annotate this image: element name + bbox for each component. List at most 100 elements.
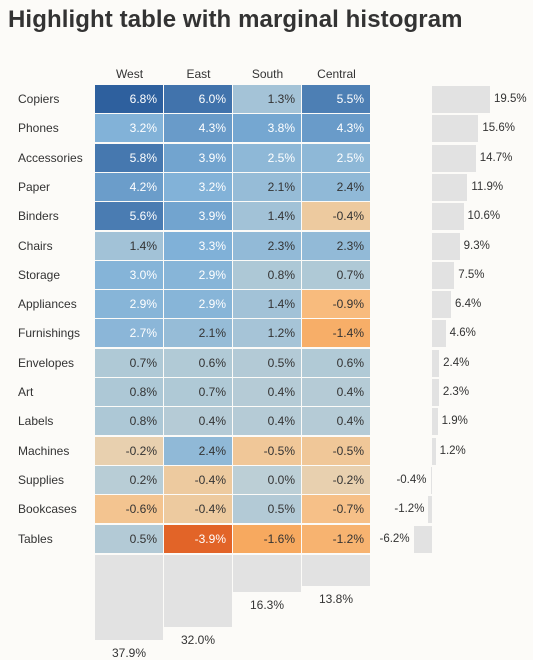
row-total-label-accessories: 14.7%	[479, 151, 513, 164]
row-total-label-envelopes: 2.4%	[443, 356, 470, 369]
cell-phones-east: 4.3%	[164, 114, 232, 143]
row-total-bar-copiers	[432, 86, 490, 113]
row-total-bar-labels	[432, 408, 438, 436]
row-total-label-labels: 1.9%	[441, 415, 468, 428]
row-label-accessories: Accessories	[18, 150, 83, 165]
row-total-bar-storage	[432, 261, 455, 289]
row-total-label-copiers: 19.5%	[494, 93, 527, 105]
row-total-bar-phones	[432, 115, 479, 143]
cell-accessories-west: 5.8%	[95, 143, 163, 172]
cell-envelopes-west: 0.7%	[95, 348, 163, 377]
row-total-label-phones: 15.6%	[482, 122, 515, 135]
cell-storage-south: 0.8%	[233, 260, 301, 289]
cell-machines-south: -0.5%	[233, 436, 301, 465]
chart-title: Highlight table with marginal histogram	[8, 6, 463, 33]
cell-tables-east: -3.9%	[164, 524, 232, 553]
cell-accessories-central: 2.5%	[302, 143, 370, 172]
row-label-furnishings: Furnishings	[18, 326, 81, 341]
row-label-envelopes: Envelopes	[18, 355, 75, 370]
column-header-east: East	[186, 67, 211, 81]
cell-binders-west: 5.6%	[95, 202, 163, 231]
row-total-bar-art	[432, 379, 439, 406]
row-label-copiers: Copiers	[18, 92, 60, 106]
row-total-label-paper: 11.9%	[471, 180, 504, 193]
column-total-bar-west	[95, 555, 163, 640]
column-total-bar-east	[164, 555, 232, 627]
row-label-bookcases: Bookcases	[18, 502, 77, 517]
row-label-machines: Machines	[18, 443, 70, 458]
cell-tables-south: -1.6%	[233, 524, 301, 553]
cell-envelopes-east: 0.6%	[164, 348, 232, 377]
cell-copiers-west: 6.8%	[95, 85, 163, 113]
cell-phones-west: 3.2%	[95, 114, 163, 143]
column-total-label-central: 13.8%	[318, 591, 354, 606]
cell-storage-west: 3.0%	[95, 260, 163, 289]
row-label-labels: Labels	[18, 414, 54, 429]
row-label-storage: Storage	[18, 267, 61, 282]
row-total-bar-furnishings	[432, 320, 446, 348]
cell-furnishings-east: 2.1%	[164, 319, 232, 348]
cell-bookcases-east: -0.4%	[164, 495, 232, 524]
cell-chairs-central: 2.3%	[302, 231, 370, 260]
cell-paper-east: 3.2%	[164, 172, 232, 201]
cell-chairs-east: 3.3%	[164, 231, 232, 260]
cell-envelopes-south: 0.5%	[233, 348, 301, 377]
cell-labels-central: 0.4%	[302, 407, 370, 436]
cell-furnishings-west: 2.7%	[95, 319, 163, 348]
cell-labels-south: 0.4%	[233, 407, 301, 436]
row-label-paper: Paper	[18, 179, 51, 194]
column-total-bar-south	[233, 555, 301, 592]
cell-binders-south: 1.4%	[233, 202, 301, 231]
row-total-bar-supplies	[430, 466, 432, 494]
cell-art-central: 0.4%	[302, 378, 370, 406]
row-total-bar-envelopes	[432, 349, 440, 377]
cell-appliances-west: 2.9%	[95, 290, 163, 319]
row-label-chairs: Chairs	[18, 238, 53, 253]
cell-bookcases-west: -0.6%	[95, 495, 163, 524]
row-label-binders: Binders	[18, 209, 59, 224]
cell-labels-west: 0.8%	[95, 407, 163, 436]
cell-phones-central: 4.3%	[302, 114, 370, 143]
cell-copiers-south: 1.3%	[233, 85, 301, 113]
row-total-label-storage: 7.5%	[458, 268, 485, 281]
row-label-appliances: Appliances	[18, 297, 77, 312]
cell-copiers-central: 5.5%	[302, 85, 370, 113]
cell-binders-central: -0.4%	[302, 202, 370, 231]
cell-copiers-east: 6.0%	[164, 85, 232, 113]
cell-accessories-south: 2.5%	[233, 143, 301, 172]
cell-paper-central: 2.4%	[302, 172, 370, 201]
row-total-bar-appliances	[432, 291, 452, 319]
cell-envelopes-central: 0.6%	[302, 348, 370, 377]
cell-bookcases-south: 0.5%	[233, 495, 301, 524]
row-total-bar-accessories	[432, 144, 476, 172]
column-total-label-south: 16.3%	[249, 597, 285, 612]
row-total-bar-chairs	[432, 232, 460, 260]
row-total-label-furnishings: 4.6%	[449, 327, 476, 340]
cell-storage-central: 0.7%	[302, 260, 370, 289]
row-label-supplies: Supplies	[18, 472, 65, 487]
cell-storage-east: 2.9%	[164, 260, 232, 289]
cell-appliances-east: 2.9%	[164, 290, 232, 319]
row-total-bar-binders	[432, 203, 464, 231]
row-total-label-machines: 1.2%	[439, 444, 466, 457]
cell-chairs-west: 1.4%	[95, 231, 163, 260]
cell-machines-central: -0.5%	[302, 436, 370, 465]
row-total-label-appliances: 6.4%	[455, 298, 482, 311]
cell-tables-central: -1.2%	[302, 524, 370, 553]
row-total-label-binders: 10.6%	[467, 210, 501, 223]
cell-paper-west: 4.2%	[95, 172, 163, 201]
column-header-central: Central	[317, 67, 356, 81]
row-label-phones: Phones	[18, 121, 59, 136]
row-label-tables: Tables	[18, 531, 53, 546]
column-total-bar-central	[302, 555, 370, 586]
row-total-label-supplies: -0.4%	[396, 473, 427, 486]
column-header-west: West	[115, 67, 144, 81]
cell-paper-south: 2.1%	[233, 172, 301, 201]
cell-furnishings-central: -1.4%	[302, 319, 370, 348]
cell-art-south: 0.4%	[233, 378, 301, 406]
cell-machines-east: 2.4%	[164, 436, 232, 465]
row-total-label-bookcases: -1.2%	[394, 503, 425, 516]
column-total-label-west: 37.9%	[111, 646, 147, 660]
column-total-label-east: 32.0%	[180, 632, 216, 647]
row-total-bar-paper	[432, 173, 468, 201]
